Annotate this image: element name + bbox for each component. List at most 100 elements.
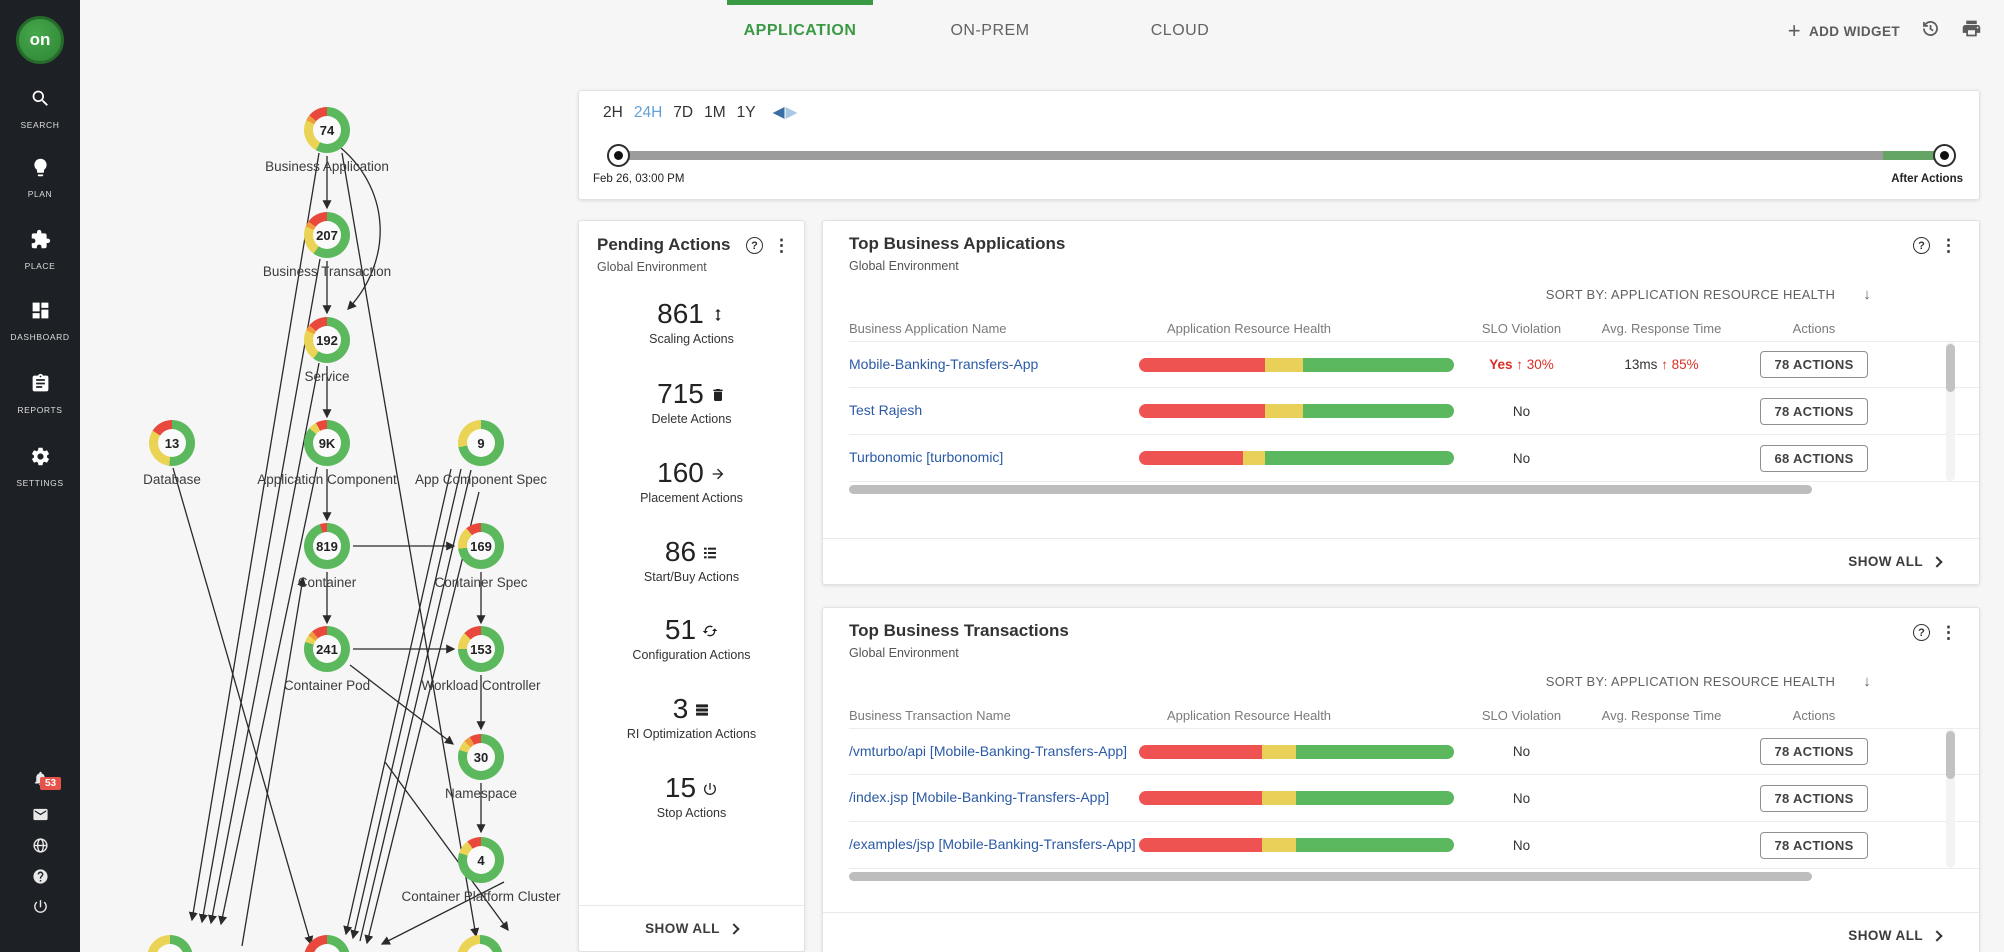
node-label-workload-controller: Workload Controller [421,678,541,693]
supply-chain-node-database[interactable]: 13 [149,420,195,466]
supply-chain-node-container-pod[interactable]: 241 [304,626,350,672]
sort-direction-arrow-icon[interactable]: ↓ [1863,285,1871,303]
supply-chain-node-container-platform-cluster[interactable]: 4 [458,837,504,883]
print-icon[interactable] [1961,18,1982,44]
more-options-icon[interactable]: ⋮ [1940,623,1957,642]
entity-name-link[interactable]: /index.jsp [Mobile-Banking-Transfers-App… [849,789,1110,805]
pending-stat-start-buy-actions[interactable]: 86 Start/Buy Actions [643,536,740,584]
add-widget-button[interactable]: + ADD WIDGET [1788,20,1900,42]
step-back-icon[interactable]: ◀ [772,104,786,121]
sidebar: on SEARCH PLAN PLACE DASHBOARD REPORTS SETTIN… [0,0,80,952]
pending-stat-placement-actions[interactable]: 160 Placement Actions [640,457,743,505]
time-slider-after-actions-segment [1883,151,1945,160]
power-button[interactable] [0,898,80,920]
time-slider-end-handle[interactable] [1933,144,1956,167]
sidebar-item-reports[interactable]: REPORTS [0,373,80,415]
more-options-icon[interactable]: ⋮ [773,236,790,255]
supply-chain-node-partial-node-2[interactable] [304,935,350,952]
mail-button[interactable] [0,806,80,828]
sidebar-item-place[interactable]: PLACE [0,229,80,271]
entity-name-link[interactable]: /vmturbo/api [Mobile-Banking-Transfers-A… [849,742,1128,759]
pending-stat-scaling-actions[interactable]: 861 Scaling Actions [649,298,734,346]
trans-horizontal-scrollbar[interactable] [849,872,1919,881]
sidebar-item-plan[interactable]: PLAN [0,157,80,199]
apps-vertical-scrollbar[interactable] [1946,342,1955,481]
delete-icon [710,378,726,410]
node-label-container-spec: Container Spec [434,575,528,590]
trans-vertical-scrollbar[interactable] [1946,729,1955,868]
pending-stat-configuration-actions[interactable]: 51 Configuration Actions [632,614,751,662]
supply-chain-node-partial-node-1[interactable] [147,935,193,952]
supply-chain-node-business-transaction[interactable]: 207 [304,212,350,258]
time-range-1y[interactable]: 1Y [736,103,756,121]
pending-show-all-button[interactable]: SHOW ALL [645,921,740,936]
actions-count-button[interactable]: 68 ACTIONS [1760,444,1868,472]
time-slider-widget: 2H 24H 7D 1M 1Y ◀▶ Feb 26, 03:00 PM After Act… [578,90,1980,200]
step-forward-icon[interactable]: ▶ [785,104,799,121]
help-circle-icon[interactable]: ? [1913,624,1930,641]
entity-name-link[interactable]: /examples/jsp [Mobile-Banking-Transfers-… [849,836,1136,852]
help-button[interactable] [0,868,80,890]
time-range-7d[interactable]: 7D [673,103,694,121]
trans-show-all-button[interactable]: SHOW ALL [1848,928,1943,943]
supply-chain-node-app-component-spec[interactable]: 9 [458,420,504,466]
settings-icon [30,447,51,471]
history-icon[interactable] [1920,18,1941,44]
actions-count-button[interactable]: 78 ACTIONS [1760,738,1868,765]
supply-chain-node-partial-node-3[interactable] [457,935,503,952]
chevron-right-icon [1931,929,1943,942]
actions-count-button[interactable]: 78 ACTIONS [1760,351,1868,378]
node-count: 9 [467,429,495,457]
time-slider-start-handle[interactable] [607,144,630,167]
pending-stat-ri-optimization-actions[interactable]: 3 RI Optimization Actions [626,693,757,741]
time-range-24h[interactable]: 24H [633,103,663,121]
time-range-1m[interactable]: 1M [704,103,726,121]
node-label-application-component: Application Component [257,472,397,487]
time-range-2h[interactable]: 2H [603,103,623,121]
supply-chain-node-workload-controller[interactable]: 153 [458,626,504,672]
node-count: 169 [467,532,495,560]
sidebar-item-search[interactable]: SEARCH [0,88,80,130]
tab-cloud[interactable]: CLOUD [1150,22,1210,39]
help-circle-icon[interactable]: ? [1913,237,1930,254]
supply-chain-node-container[interactable]: 819 [304,523,350,569]
supply-chain-node-application-component[interactable]: 9K [304,420,350,466]
pending-stat-delete-actions[interactable]: 715 Delete Actions [651,378,732,426]
apps-col-slo: SLO Violation [1481,320,1562,336]
apps-sort-row: SORT BY: APPLICATION RESOURCE HEALTH ↓ [823,273,1979,315]
time-slider-end-label: After Actions [1891,173,1963,185]
supply-chain-node-container-spec[interactable]: 169 [458,523,504,569]
supply-chain-node-service[interactable]: 192 [304,317,350,363]
brand-logo[interactable]: on [16,16,64,64]
brand-logo-text: on [29,30,51,49]
notifications-button[interactable]: 53 [0,770,80,792]
actions-count-button[interactable]: 78 ACTIONS [1760,784,1868,812]
supply-chain-node-namespace[interactable]: 30 [458,734,504,780]
slo-violation-value: No [1512,403,1531,419]
actions-count-button[interactable]: 78 ACTIONS [1760,831,1868,859]
apps-show-all-button[interactable]: SHOW ALL [1848,554,1943,569]
entity-name-link[interactable]: Mobile-Banking-Transfers-App [849,355,1039,372]
entity-name-link[interactable]: Test Rajesh [849,402,923,418]
tab-application[interactable]: APPLICATION [705,0,895,62]
node-count: 30 [467,743,495,771]
tab-on-prem[interactable]: ON-PREM [950,22,1030,39]
entity-name-link[interactable]: Turbonomic [turbonomic] [849,449,1004,465]
actions-count-button[interactable]: 78 ACTIONS [1760,397,1868,425]
pending-stat-stop-actions[interactable]: 15 Stop Actions [656,772,727,820]
sort-direction-arrow-icon[interactable]: ↓ [1863,672,1871,690]
trans-col-actions: Actions [1792,707,1836,723]
sidebar-item-dashboard[interactable]: DASHBOARD [0,300,80,342]
plus-icon: + [1787,18,1801,43]
time-slider-track[interactable] [607,144,1956,167]
more-options-icon[interactable]: ⋮ [1940,236,1957,255]
apps-sort-by-label[interactable]: SORT BY: APPLICATION RESOURCE HEALTH [1545,286,1836,302]
globe-button[interactable] [0,837,80,859]
supply-chain-node-business-application[interactable]: 74 [304,107,350,153]
help-circle-icon[interactable]: ? [746,237,763,254]
apps-horizontal-scrollbar[interactable] [849,485,1919,494]
table-row: /vmturbo/api [Mobile-Banking-Transfers-A… [849,728,1979,775]
sidebar-item-settings[interactable]: SETTINGS [0,446,80,488]
trans-sort-by-label[interactable]: SORT BY: APPLICATION RESOURCE HEALTH [1545,673,1836,689]
